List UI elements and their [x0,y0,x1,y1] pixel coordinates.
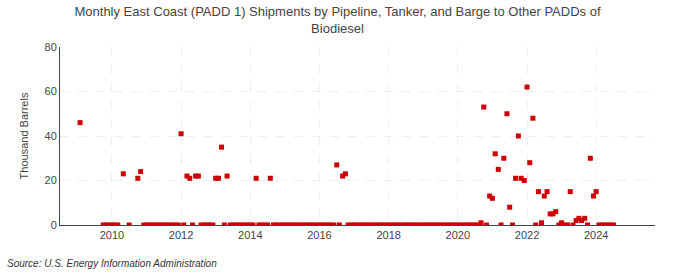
svg-text:2022: 2022 [515,229,539,241]
svg-text:60: 60 [45,85,57,97]
svg-text:40: 40 [45,130,57,142]
svg-text:2010: 2010 [100,229,124,241]
svg-text:80: 80 [45,41,57,53]
svg-text:Source: U.S. Energy Informatio: Source: U.S. Energy Information Administ… [7,258,217,269]
svg-text:2016: 2016 [307,229,331,241]
svg-text:2020: 2020 [446,229,470,241]
svg-text:2018: 2018 [376,229,400,241]
svg-text:0: 0 [51,219,57,231]
svg-text:2014: 2014 [238,229,262,241]
svg-text:20: 20 [45,174,57,186]
svg-text:Monthly East Coast (PADD 1) Sh: Monthly East Coast (PADD 1) Shipments by… [74,4,600,36]
svg-text:Thousand Barrels: Thousand Barrels [18,92,30,179]
svg-text:2012: 2012 [169,229,193,241]
svg-text:2024: 2024 [584,229,608,241]
